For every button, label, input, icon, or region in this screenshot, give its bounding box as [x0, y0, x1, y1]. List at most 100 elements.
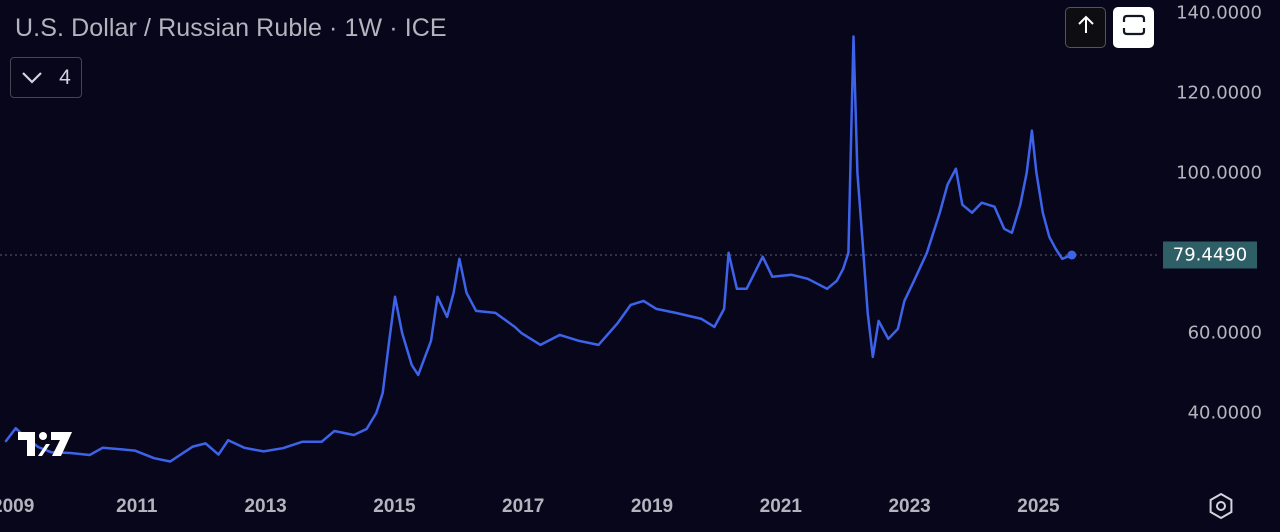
data-point — [961, 203, 964, 206]
last-price-marker — [1067, 250, 1077, 260]
time-axis-label: 2021 — [759, 496, 802, 517]
data-point — [866, 311, 869, 314]
data-point — [153, 457, 156, 460]
scroll-to-realtime-button[interactable] — [1065, 7, 1106, 48]
data-point — [352, 434, 355, 436]
data-point — [980, 201, 983, 204]
data-point — [320, 440, 323, 443]
time-axis-label: 2025 — [1017, 496, 1060, 517]
data-point — [913, 279, 915, 282]
time-axis-label: 2019 — [630, 496, 674, 517]
data-point — [69, 452, 72, 454]
data-point — [896, 327, 899, 330]
data-point — [37, 446, 40, 448]
indicator-count: 4 — [59, 65, 71, 89]
data-point — [761, 255, 764, 258]
data-point — [597, 343, 600, 346]
data-point — [365, 428, 368, 430]
data-point — [852, 35, 855, 38]
price-series-line — [4, 35, 1074, 463]
time-axis-label: 2015 — [373, 496, 416, 517]
data-point — [465, 291, 468, 294]
data-point — [871, 355, 874, 358]
data-point — [1019, 203, 1022, 206]
chevron-down-icon — [21, 71, 43, 85]
data-point — [700, 317, 703, 320]
data-point — [946, 183, 949, 186]
data-point — [938, 211, 941, 214]
data-point — [713, 325, 716, 328]
data-point — [578, 339, 581, 342]
data-point — [169, 460, 172, 463]
data-point — [333, 430, 336, 432]
data-point — [877, 319, 880, 322]
data-point — [243, 446, 246, 449]
price-axis-label: 100.0000 — [1176, 162, 1262, 184]
data-point — [1048, 235, 1051, 238]
arrow-up-icon — [1077, 15, 1095, 40]
data-point — [375, 412, 378, 414]
data-point — [513, 325, 516, 328]
data-point — [88, 454, 91, 456]
data-point — [458, 257, 461, 260]
data-point — [993, 205, 996, 208]
data-point — [745, 287, 748, 290]
time-axis-label: 2013 — [244, 496, 287, 517]
data-point — [1003, 227, 1006, 230]
data-point — [446, 315, 449, 318]
data-point — [723, 307, 726, 310]
data-point — [204, 442, 207, 445]
data-point — [388, 339, 391, 342]
data-point — [494, 311, 497, 314]
data-point — [925, 251, 928, 254]
time-axis-label: 2017 — [502, 496, 545, 517]
data-point — [558, 333, 561, 336]
data-point — [861, 239, 864, 242]
data-point — [847, 251, 850, 254]
data-point — [1061, 257, 1064, 260]
time-axis-label: 2023 — [888, 496, 931, 517]
data-point — [217, 453, 220, 456]
data-point — [735, 287, 738, 290]
settings-icon[interactable] — [1207, 492, 1235, 525]
data-point — [642, 299, 645, 302]
data-point — [101, 446, 104, 449]
data-point — [520, 331, 523, 334]
data-point — [281, 447, 284, 450]
data-point — [1030, 129, 1033, 132]
collapse-indicators-button[interactable]: 4 — [10, 57, 82, 98]
last-price-badge: 79.4490 — [1163, 241, 1257, 269]
tradingview-logo — [18, 430, 72, 463]
data-point — [826, 287, 829, 290]
price-axis-label: 120.0000 — [1176, 82, 1262, 104]
data-point — [539, 343, 542, 346]
chart-title: U.S. Dollar / Russian Ruble · 1W · ICE — [15, 14, 447, 42]
data-point — [5, 440, 7, 442]
data-point — [1025, 171, 1028, 174]
data-point — [727, 251, 730, 254]
data-point — [417, 373, 420, 376]
data-point — [452, 291, 455, 294]
time-axis-label: 2011 — [116, 496, 158, 517]
data-point — [790, 273, 793, 276]
data-point — [856, 171, 859, 174]
data-point — [430, 339, 432, 342]
price-axis-label: 40.0000 — [1187, 402, 1262, 424]
fullscreen-button[interactable] — [1113, 7, 1154, 48]
data-point — [616, 321, 619, 324]
data-point — [50, 451, 53, 454]
data-point — [191, 445, 194, 448]
data-point — [842, 267, 845, 270]
data-point — [401, 331, 404, 334]
data-point — [674, 311, 677, 314]
data-point — [14, 427, 17, 430]
data-point — [971, 211, 973, 214]
data-point — [227, 439, 230, 442]
data-point — [1035, 171, 1038, 174]
data-point — [301, 440, 304, 443]
data-point — [120, 448, 123, 451]
data-point — [629, 303, 632, 306]
data-point — [410, 363, 413, 366]
time-axis-label: 2009 — [0, 496, 35, 517]
